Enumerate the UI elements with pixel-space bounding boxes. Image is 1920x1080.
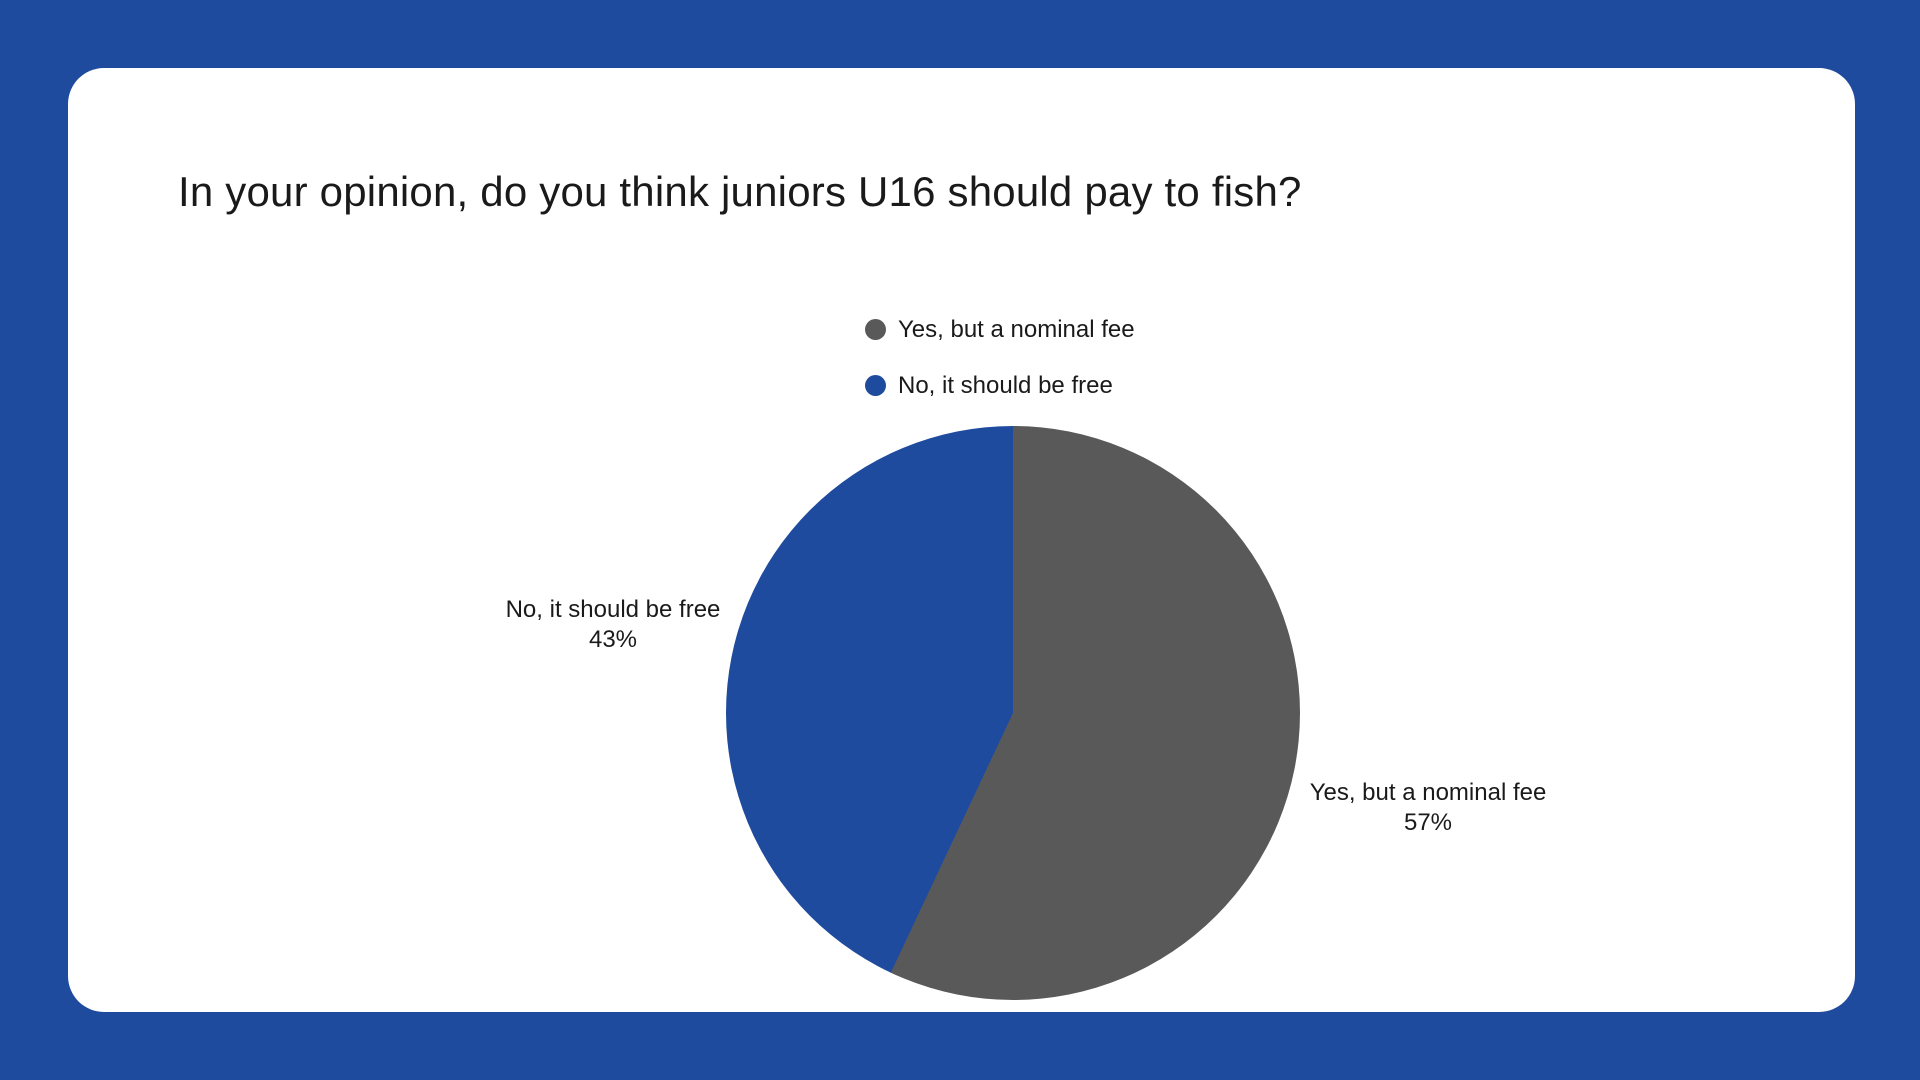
slice-callout-no-label: No, it should be free [505, 596, 721, 623]
slice-callout-no: No, it should be free 43% [453, 595, 773, 655]
slice-callout-yes-percent: 57% [1403, 809, 1453, 836]
pie-chart [726, 426, 1300, 1000]
legend-label-no: No, it should be free [898, 371, 1113, 399]
slice-callout-yes: Yes, but a nominal fee 57% [1268, 778, 1588, 838]
legend-label-yes: Yes, but a nominal fee [898, 315, 1135, 343]
chart-title: In your opinion, do you think juniors U1… [178, 168, 1302, 215]
chart-card: In your opinion, do you think juniors U1… [68, 68, 1855, 1012]
legend-dot-icon [865, 319, 886, 340]
legend: Yes, but a nominal fee No, it should be … [865, 315, 1135, 400]
slice-callout-no-percent: 43% [588, 626, 638, 653]
legend-item-no: No, it should be free [865, 371, 1135, 400]
slice-callout-yes-label: Yes, but a nominal fee [1309, 779, 1547, 806]
legend-dot-icon [865, 375, 886, 396]
legend-item-yes: Yes, but a nominal fee [865, 315, 1135, 344]
